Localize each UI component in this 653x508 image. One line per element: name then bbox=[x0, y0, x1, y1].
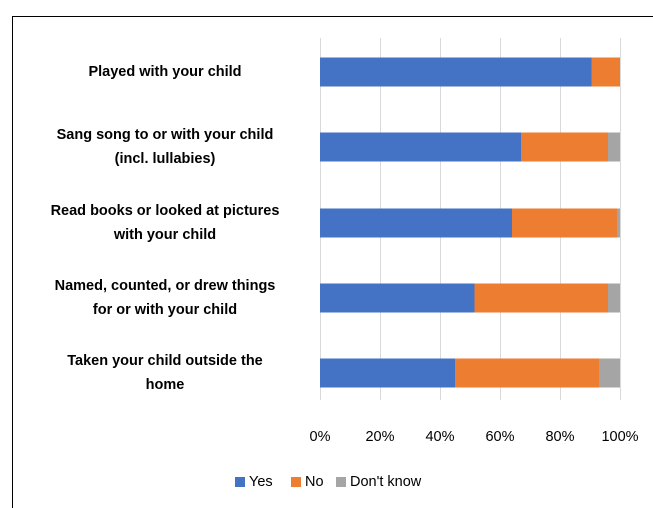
bar-don-t-know-4 bbox=[599, 358, 620, 388]
bar-no-0 bbox=[591, 57, 620, 87]
x-tick-label-0: 0% bbox=[310, 429, 331, 445]
category-label-3-1: for or with your child bbox=[93, 302, 237, 318]
category-label-1-0: Sang song to or with your child bbox=[57, 127, 274, 143]
category-label-0-0: Played with your child bbox=[88, 64, 241, 80]
bar-yes-1 bbox=[320, 132, 521, 162]
x-tick-label-2: 40% bbox=[425, 429, 454, 445]
bar-no-2 bbox=[512, 208, 617, 238]
x-tick-label-3: 60% bbox=[485, 429, 514, 445]
x-tick-label-5: 100% bbox=[601, 429, 638, 445]
category-labels: Played with your child Sang song to or wi… bbox=[51, 64, 280, 393]
chart-border bbox=[12, 16, 653, 508]
category-label-4-1: home bbox=[146, 377, 185, 393]
bar-no-4 bbox=[455, 358, 599, 388]
bars bbox=[320, 57, 620, 388]
x-tick-label-4: 80% bbox=[545, 429, 574, 445]
category-label-1-1: (incl. lullabies) bbox=[115, 151, 216, 167]
category-label-4-0: Taken your child outside the bbox=[67, 353, 263, 369]
legend-label-don-t-know: Don't know bbox=[350, 474, 422, 490]
legend-label-yes: Yes bbox=[249, 474, 273, 490]
bar-don-t-know-3 bbox=[608, 283, 620, 313]
legend-swatch-don-t-know bbox=[336, 477, 346, 487]
bar-no-3 bbox=[474, 283, 608, 313]
bar-yes-3 bbox=[320, 283, 475, 313]
bar-yes-2 bbox=[320, 208, 512, 238]
category-label-3-0: Named, counted, or drew things bbox=[55, 278, 276, 294]
bar-yes-4 bbox=[320, 358, 455, 388]
bar-no-1 bbox=[521, 132, 608, 162]
category-label-2-1: with your child bbox=[113, 227, 216, 243]
tick-labels: 0% 20% 40% 60% 80% 100% bbox=[310, 429, 639, 445]
legend-swatch-no bbox=[291, 477, 301, 487]
bar-yes-0 bbox=[320, 57, 592, 87]
category-label-2-0: Read books or looked at pictures bbox=[51, 203, 280, 219]
legend-label-no: No bbox=[305, 474, 324, 490]
bar-don-t-know-2 bbox=[617, 208, 620, 238]
x-tick-label-1: 20% bbox=[365, 429, 394, 445]
legend-swatch-yes bbox=[235, 477, 245, 487]
bar-don-t-know-1 bbox=[608, 132, 620, 162]
legend: Yes No Don't know bbox=[235, 474, 422, 490]
